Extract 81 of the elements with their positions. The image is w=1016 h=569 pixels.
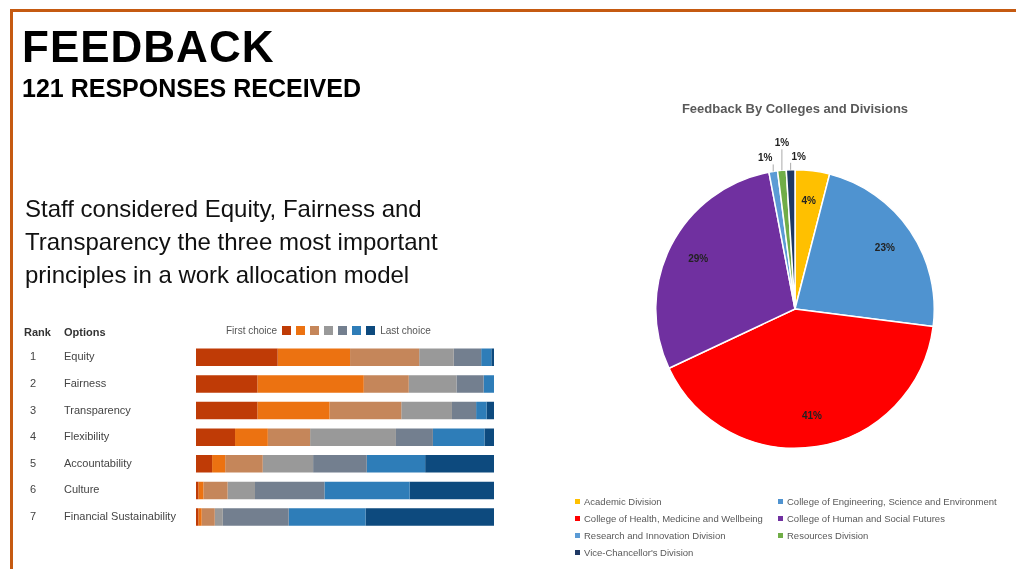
bar xyxy=(408,375,457,393)
text: Rank xyxy=(24,326,52,338)
y-tick-label: Accountability xyxy=(64,456,133,469)
bar xyxy=(288,508,366,526)
bar xyxy=(363,375,409,393)
bar xyxy=(453,348,482,367)
bar xyxy=(484,428,494,446)
chart-title: Feedback By Colleges and Divisions xyxy=(680,101,910,116)
bar xyxy=(196,401,258,420)
y-tick-label: Culture xyxy=(64,483,100,496)
y-axis-title: Options xyxy=(64,326,106,338)
text: 6 xyxy=(30,483,37,496)
y-tick-label: Fairness xyxy=(64,376,107,389)
bar xyxy=(483,375,494,393)
bar xyxy=(491,348,494,367)
y-tick-label: Equity xyxy=(64,350,96,363)
legend-label: College of Human and Social Futures xyxy=(787,513,945,524)
legend-label: Academic Division xyxy=(584,496,662,507)
bar xyxy=(350,348,420,367)
bar xyxy=(432,428,485,446)
bar xyxy=(225,455,263,473)
text: 4 xyxy=(30,430,37,443)
bar xyxy=(227,481,255,500)
y-tick-label: Transparency xyxy=(64,403,132,416)
bar xyxy=(196,348,278,367)
legend-label: College of Engineering, Science and Environment xyxy=(787,496,997,507)
bar xyxy=(214,508,223,526)
bar xyxy=(196,455,213,473)
bar xyxy=(329,401,402,420)
bar xyxy=(365,508,494,526)
text: 2 xyxy=(30,376,37,389)
text: 5 xyxy=(30,456,37,469)
data-label: 41% xyxy=(801,410,823,422)
bar xyxy=(222,508,289,526)
bar xyxy=(425,455,494,473)
bar xyxy=(310,428,396,446)
bar xyxy=(212,455,226,473)
chart-title: FEEDBACK xyxy=(22,22,275,72)
text: 1 xyxy=(30,350,37,363)
data-label: 23% xyxy=(874,241,895,253)
bar xyxy=(481,348,492,367)
bar xyxy=(486,401,494,420)
data-label: 29% xyxy=(688,253,709,265)
bar xyxy=(409,481,494,500)
bar xyxy=(201,508,215,526)
legend-label: Resources Division xyxy=(787,530,869,541)
bar xyxy=(451,401,477,420)
text: 7 xyxy=(30,510,37,523)
legend-label: Research and Innovation Division xyxy=(584,530,726,541)
bar xyxy=(476,401,487,420)
data-label: 1% xyxy=(774,137,790,149)
bar xyxy=(262,455,314,473)
chart-subtitle: 121 RESPONSES RECEIVED xyxy=(22,74,362,103)
bar xyxy=(401,401,452,420)
bar xyxy=(313,455,367,473)
data-label: 1% xyxy=(757,152,773,164)
legend-label: Vice-Chancellor's Division xyxy=(584,547,694,558)
series-label: First choice xyxy=(226,325,278,336)
bar xyxy=(277,348,351,367)
bar xyxy=(203,481,228,500)
bar xyxy=(456,375,484,393)
data-label: 1% xyxy=(791,150,806,162)
legend-label: Last choice xyxy=(380,325,431,336)
bar xyxy=(366,455,426,473)
bar xyxy=(257,375,364,393)
bar xyxy=(235,428,268,446)
text: Staff considered Equity, Fairness and Transparency the three most important principles in a work allocation model xyxy=(25,194,439,290)
bar xyxy=(196,428,236,446)
bar xyxy=(255,481,325,500)
y-tick-label: Flexibility xyxy=(64,430,110,443)
data-label: 4% xyxy=(801,194,816,206)
bar xyxy=(196,375,258,393)
bar xyxy=(419,348,454,367)
text: 3 xyxy=(30,403,37,416)
bar xyxy=(324,481,410,500)
bar xyxy=(395,428,433,446)
bar xyxy=(267,428,311,446)
y-tick-label: Financial Sustainability xyxy=(64,510,177,523)
legend-label: College of Health, Medicine and Wellbeing xyxy=(584,513,763,524)
bar xyxy=(257,401,330,420)
bar xyxy=(198,481,204,500)
